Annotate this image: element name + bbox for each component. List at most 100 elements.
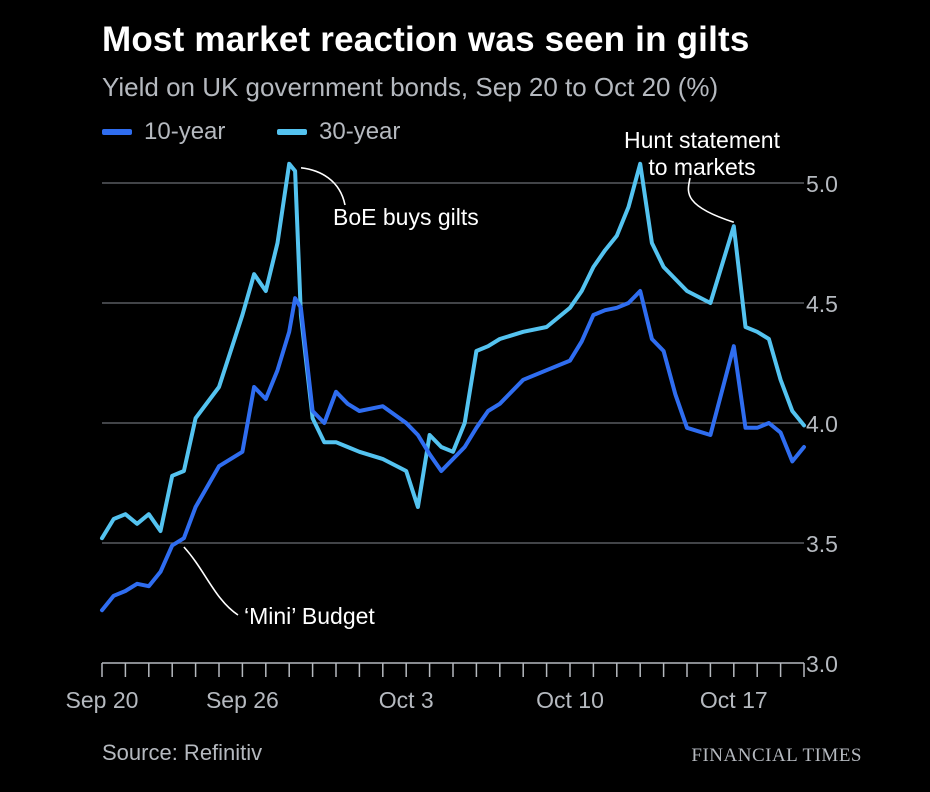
data-point-10-year xyxy=(475,427,477,429)
data-point-30-year xyxy=(475,350,477,352)
data-point-10-year xyxy=(312,410,314,412)
data-point-10-year xyxy=(756,427,758,429)
data-point-10-year xyxy=(405,422,407,424)
data-point-10-year xyxy=(780,432,782,434)
legend-item-10-year: 10-year xyxy=(102,118,225,146)
data-point-30-year xyxy=(709,302,712,304)
data-point-10-year xyxy=(592,314,595,316)
series-lines xyxy=(100,161,806,613)
data-point-30-year xyxy=(335,441,337,443)
data-point-30-year xyxy=(452,451,454,453)
chart-title: Most market reaction was seen in gilts xyxy=(102,20,750,59)
data-point-30-year xyxy=(113,518,115,520)
data-point-10-year xyxy=(581,340,583,342)
data-point-10-year xyxy=(265,398,267,400)
data-point-30-year xyxy=(592,266,595,268)
data-point-10-year xyxy=(124,590,126,592)
data-point-30-year xyxy=(464,422,466,424)
data-point-10-year xyxy=(148,585,150,587)
data-point-10-year xyxy=(429,453,431,455)
data-point-10-year xyxy=(417,434,419,436)
data-point-10-year xyxy=(241,451,243,453)
data-point-10-year xyxy=(546,369,548,371)
source-note: Source: Refinitiv xyxy=(102,740,263,765)
data-point-30-year xyxy=(253,273,255,275)
data-point-10-year xyxy=(358,410,360,412)
data-point-10-year xyxy=(101,609,103,611)
data-point-30-year xyxy=(791,410,793,412)
data-point-30-year xyxy=(429,434,431,436)
data-point-10-year xyxy=(159,571,162,573)
data-point-10-year xyxy=(604,309,606,311)
data-point-10-year xyxy=(639,290,641,292)
data-point-30-year xyxy=(183,470,185,472)
data-point-10-year xyxy=(464,446,466,448)
data-point-10-year xyxy=(709,434,712,436)
data-point-30-year xyxy=(195,417,197,419)
y-tick-label: 4.0 xyxy=(806,411,838,437)
data-point-10-year xyxy=(663,350,665,352)
data-point-10-year xyxy=(136,583,138,585)
data-point-30-year xyxy=(136,523,138,525)
data-point-30-year xyxy=(651,242,653,244)
x-tick-label: Sep 20 xyxy=(66,687,139,713)
data-point-30-year xyxy=(663,266,665,268)
annotation-mini-budget: ‘Mini’ Budget xyxy=(244,603,375,629)
data-point-10-year xyxy=(674,393,676,395)
data-point-30-year xyxy=(148,513,150,515)
data-point-30-year xyxy=(265,290,267,292)
annotation-boe-buys-gilts: BoE buys gilts xyxy=(333,204,479,230)
data-point-10-year xyxy=(347,403,349,405)
data-point-30-year xyxy=(733,225,735,227)
data-point-10-year xyxy=(627,302,630,304)
data-point-10-year xyxy=(300,307,302,309)
chart-subtitle: Yield on UK government bonds, Sep 20 to … xyxy=(102,72,719,102)
data-point-10-year xyxy=(569,360,571,362)
data-point-10-year xyxy=(686,427,688,429)
data-point-10-year xyxy=(803,446,805,448)
data-point-30-year xyxy=(312,417,314,419)
annotation-leader-mini-budget xyxy=(183,546,239,616)
data-point-30-year xyxy=(358,451,360,453)
x-tick-label: Oct 17 xyxy=(700,687,768,713)
data-point-10-year xyxy=(499,403,501,405)
data-point-10-year xyxy=(195,506,197,508)
data-point-30-year xyxy=(288,163,290,165)
data-point-10-year xyxy=(733,345,735,347)
data-point-10-year xyxy=(487,410,489,412)
annotation-leader-boe xyxy=(300,167,346,206)
annotation-hunt-line-2: to markets xyxy=(648,154,755,180)
data-point-30-year xyxy=(382,458,384,460)
legend-label-30-year: 30-year xyxy=(319,118,401,145)
data-point-30-year xyxy=(101,537,103,539)
data-point-10-year xyxy=(113,595,115,597)
data-point-10-year xyxy=(335,391,337,393)
data-point-30-year xyxy=(546,326,548,328)
data-point-10-year xyxy=(253,386,255,388)
legend-label-10-year: 10-year xyxy=(144,118,226,145)
data-point-30-year xyxy=(171,475,173,477)
data-point-30-year xyxy=(347,446,349,448)
data-point-30-year xyxy=(417,506,419,508)
data-point-30-year xyxy=(499,338,501,340)
data-point-30-year xyxy=(241,314,243,316)
annotation-leader-hunt xyxy=(687,177,735,223)
data-point-10-year xyxy=(294,297,296,299)
data-point-10-year xyxy=(616,307,618,309)
x-tick-label: Oct 3 xyxy=(379,687,434,713)
data-point-10-year xyxy=(651,338,653,340)
data-point-10-year xyxy=(791,460,793,462)
data-point-10-year xyxy=(768,422,770,424)
y-tick-label: 3.0 xyxy=(806,651,838,677)
data-point-30-year xyxy=(124,513,126,515)
data-point-30-year xyxy=(440,446,442,448)
x-tick-label: Sep 26 xyxy=(206,687,279,713)
data-point-30-year xyxy=(627,206,630,208)
data-point-10-year xyxy=(323,422,325,424)
data-point-30-year xyxy=(674,278,676,280)
y-tick-label: 3.5 xyxy=(806,531,838,557)
data-point-30-year xyxy=(616,235,618,237)
